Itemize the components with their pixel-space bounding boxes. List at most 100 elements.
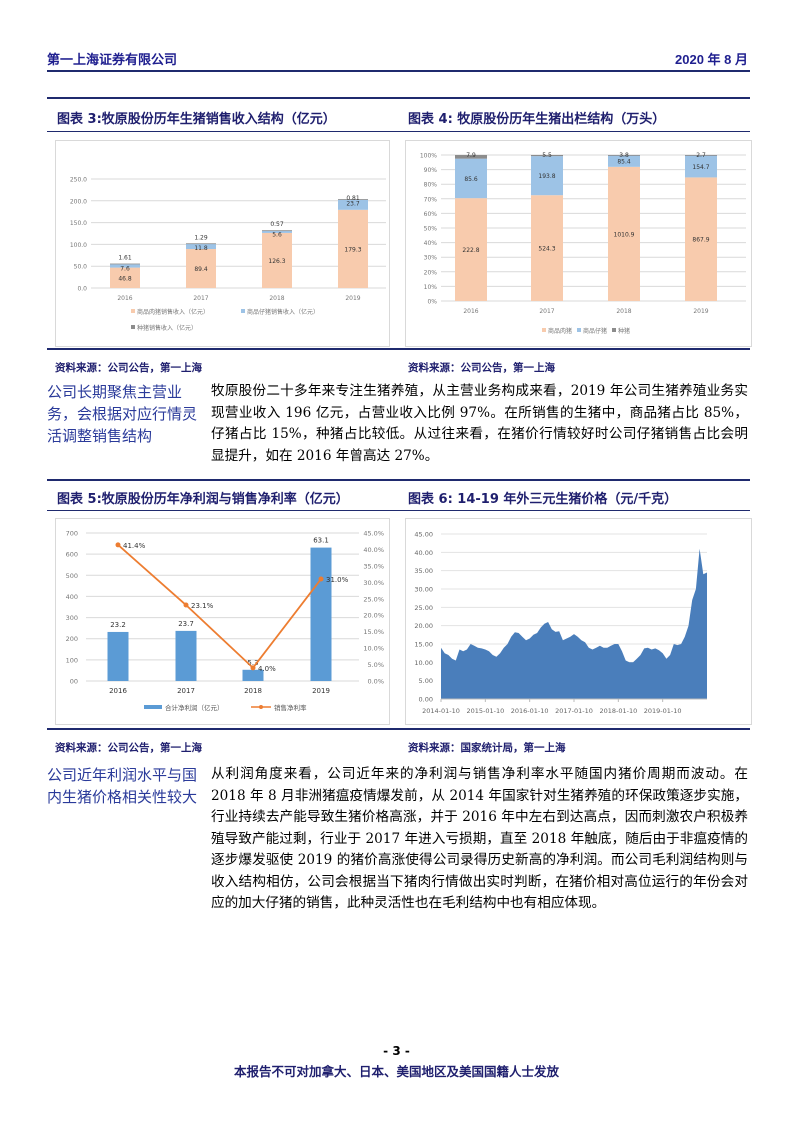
- bar-segment: [338, 199, 368, 210]
- legend-marker: [259, 705, 263, 709]
- line-label: 31.0%: [326, 576, 349, 584]
- chart3: 0.0 50.0 100.0 150.0 200.0 250.0 46.8 7.6 1.61 20…: [55, 140, 390, 347]
- chart3-title: 图表 3:牧原股份历年生猪销售收入结构（亿元）: [57, 112, 336, 127]
- disclaimer: 本报告不可对加拿大、日本、美国地区及美国国籍人士发放: [233, 1064, 559, 1079]
- body-paragraph: 牧原股份二十多年来专注生猪养殖，从主营业务构成来看，2019 年公司生猪养殖业务…: [211, 383, 748, 464]
- y-tick-label: 0.00: [419, 696, 433, 704]
- body-paragraph: 从利润角度来看，公司近年来的净利润与销售净利率水平随国内猪价周期而波动。在 20…: [211, 766, 748, 911]
- legend-swatch: [131, 309, 135, 313]
- x-tick-label: 2019: [693, 308, 708, 315]
- y-left-tick-label: 400: [66, 593, 78, 601]
- x-tick-label: 2017-01-10: [555, 707, 593, 715]
- y-left-tick-label: 00: [70, 678, 78, 686]
- y-right-tick-label: 25.0%: [363, 595, 384, 603]
- bar-segment: [531, 156, 563, 196]
- source-note: 资料来源：国家统计局，第一上海: [408, 742, 566, 754]
- data-label: 85.6: [464, 176, 478, 183]
- margin-point: [115, 542, 121, 548]
- x-tick-label: 2015-01-10: [466, 707, 504, 715]
- y-tick-label: 90%: [424, 167, 438, 174]
- data-label: 193.8: [538, 173, 555, 180]
- bar-segment: [338, 209, 368, 288]
- y-left-tick-label: 600: [66, 551, 78, 559]
- y-tick-label: 50.0: [74, 264, 88, 271]
- x-tick-label: 2017: [193, 295, 208, 302]
- chart6: 0.00 5.00 10.00 15.00 20.00 25.00 30.00 35.00 40…: [405, 518, 752, 725]
- bar-label: 5.3: [247, 659, 258, 667]
- legend-label: 商品肉猪: [548, 327, 572, 335]
- line-label: 23.1%: [191, 602, 214, 610]
- y-left-tick-label: 100: [66, 656, 78, 664]
- x-tick-label: 2019-01-10: [644, 707, 682, 715]
- data-label: 89.4: [194, 266, 208, 273]
- data-label: 222.8: [462, 247, 479, 254]
- data-label: 3.8: [619, 152, 629, 159]
- bar-segment: [186, 243, 216, 250]
- chart5: 00 100 200 300 400 500 600 700 0.0% 5.0% 10.0% 15.0…: [55, 518, 390, 725]
- legend-swatch: [542, 328, 546, 332]
- x-tick-label: 2016: [463, 308, 478, 315]
- chart6-title: 图表 6: 14-19 年外三元生猪价格（元/千克）: [408, 492, 678, 507]
- y-tick-label: 70%: [424, 196, 438, 203]
- legend-label: 种猪: [618, 327, 630, 335]
- bar-segment: [531, 155, 563, 157]
- data-label: 1.29: [194, 234, 208, 241]
- divider: [47, 510, 750, 511]
- page-number: - 3 -: [383, 1044, 410, 1058]
- y-left-tick-label: 700: [66, 530, 78, 538]
- x-tick-label: 2017: [539, 308, 554, 315]
- data-label: 7.9: [466, 152, 476, 159]
- bar-segment: [338, 199, 368, 200]
- bar-segment: [262, 230, 292, 232]
- x-tick-label: 2018: [269, 295, 284, 302]
- y-tick-label: 30.00: [414, 586, 433, 594]
- legend-swatch: [131, 325, 135, 329]
- margin-line: [117, 544, 322, 670]
- divider: [47, 348, 750, 350]
- y-right-tick-label: 15.0%: [363, 628, 384, 636]
- source-note: 资料来源：公司公告，第一上海: [408, 362, 555, 374]
- data-label: 5.6: [272, 231, 282, 238]
- legend-label: 种猪销售收入（亿元）: [137, 324, 197, 332]
- bar-segment: [262, 232, 292, 288]
- bar-segment: [110, 264, 140, 268]
- y-tick-label: 200.0: [70, 198, 87, 205]
- y-tick-label: 0.0: [77, 286, 87, 293]
- data-label: 46.8: [118, 275, 132, 282]
- bar-segment: [455, 158, 487, 199]
- x-tick-label: 2018: [244, 687, 262, 695]
- y-left-tick-label: 300: [66, 614, 78, 622]
- line-label: 41.4%: [123, 542, 146, 550]
- y-right-tick-label: 35.0%: [363, 562, 384, 570]
- bar-segment: [110, 267, 140, 288]
- legend-swatch: [144, 705, 162, 709]
- source-note: 资料来源：公司公告，第一上海: [55, 362, 202, 374]
- header-rule: [47, 70, 750, 72]
- y-tick-label: 15.00: [414, 641, 433, 649]
- y-right-tick-label: 10.0%: [363, 645, 384, 653]
- data-label: 85.4: [617, 159, 631, 166]
- y-tick-label: 30%: [424, 255, 438, 262]
- bar-segment: [110, 263, 140, 265]
- bar-segment: [186, 243, 216, 245]
- data-label: 0.57: [270, 221, 284, 228]
- y-tick-label: 0%: [427, 299, 437, 306]
- y-tick-label: 100.0: [70, 242, 87, 249]
- data-label: 154.7: [692, 164, 709, 171]
- divider: [47, 97, 750, 99]
- line-label: 4.0%: [258, 665, 276, 673]
- y-tick-label: 50%: [424, 226, 438, 233]
- x-tick-label: 2016: [109, 687, 127, 695]
- y-right-tick-label: 20.0%: [363, 612, 384, 620]
- y-tick-label: 10%: [424, 284, 438, 291]
- y-tick-label: 40%: [424, 240, 438, 247]
- legend-label: 合计净利润（亿元）: [165, 703, 224, 712]
- y-right-tick-label: 30.0%: [363, 579, 384, 587]
- x-tick-label: 2016: [117, 295, 132, 302]
- bar-label: 23.2: [110, 621, 126, 629]
- chart4: 0% 10% 20% 30% 40% 50% 60% 70% 80% 90% 100% 222.8 85…: [405, 140, 752, 347]
- legend-swatch: [612, 328, 616, 332]
- y-tick-label: 10.00: [414, 659, 433, 667]
- legend-label: 商品仔猪: [583, 327, 607, 335]
- x-tick-label: 2019: [312, 687, 330, 695]
